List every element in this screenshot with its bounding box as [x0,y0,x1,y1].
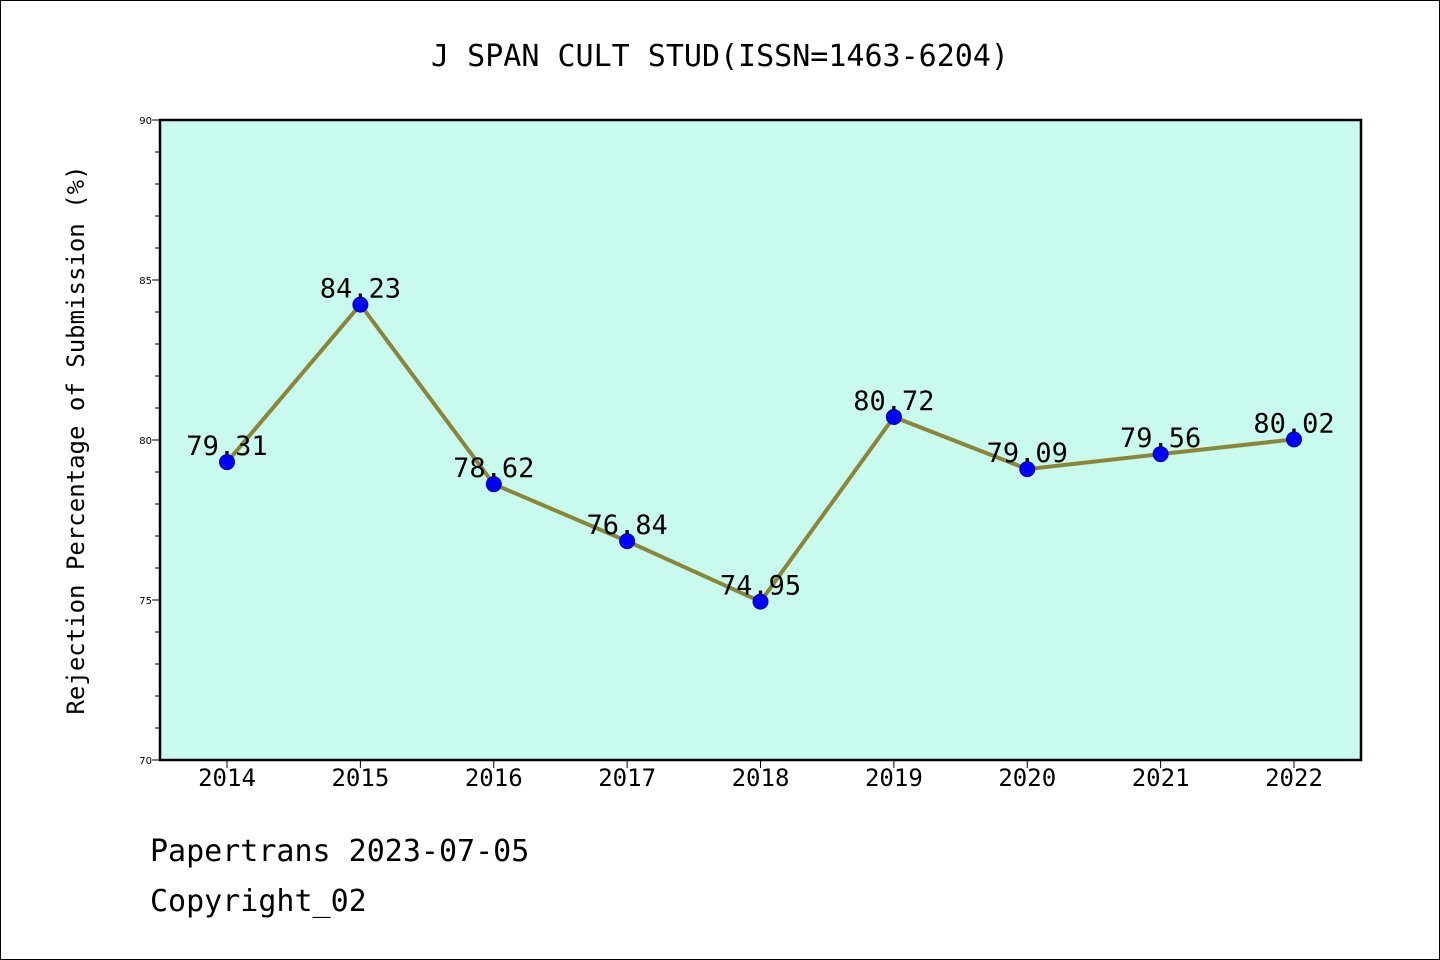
data-series: 79.31 84.23 78.62 76.84 74.95 80.72 79.09 79.56… [186,274,1335,610]
y-tick-label: 75 [139,596,152,607]
data-point [219,454,235,471]
y-tick-label: 70 [139,756,152,767]
y-tick-label: 80 [139,436,152,447]
x-axis: 2014 2015 2016 2017 2018 2019 2020 2021 2022 [198,760,1323,792]
x-tick-label: 2014 [198,764,256,792]
x-tick-label: 2015 [331,764,389,792]
copyright-text: Copyright_02 [150,884,367,919]
data-point [1019,461,1036,478]
data-point [352,296,369,313]
x-tick-label: 2018 [732,764,790,792]
data-point [1286,431,1302,448]
x-tick-label: 2016 [465,764,523,792]
data-point [485,476,502,493]
y-tick-label: 90 [139,116,152,127]
data-label: 84.23 [320,274,401,305]
data-point [1152,446,1169,463]
x-tick-label: 2021 [1132,764,1190,792]
x-tick-label: 2020 [998,764,1056,792]
x-tick-label: 2019 [865,764,923,792]
data-label: 78.62 [453,453,534,484]
y-axis: 70 75 80 85 90 [139,116,160,767]
plot-border [158,118,1363,762]
y-axis-label: Rejection Percentage of Submission (%) [62,165,90,714]
x-tick-label: 2017 [598,764,656,792]
data-point [752,593,769,610]
data-point [619,533,636,550]
source-text: Papertrans 2023-07-05 [150,834,530,869]
plot-area [160,120,1361,760]
data-label: 76.84 [586,510,667,541]
data-label: 80.72 [853,386,934,417]
chart-title: J SPAN CULT STUD(ISSN=1463-6204) [431,39,1009,74]
data-label: 79.31 [186,431,267,462]
data-point [885,408,902,425]
data-label: 74.95 [720,571,801,602]
x-tick-label: 2022 [1265,764,1323,792]
data-label: 79.56 [1120,423,1201,454]
data-label: 79.09 [987,438,1068,469]
y-tick-label: 85 [139,276,152,287]
data-label: 80.02 [1253,408,1334,439]
